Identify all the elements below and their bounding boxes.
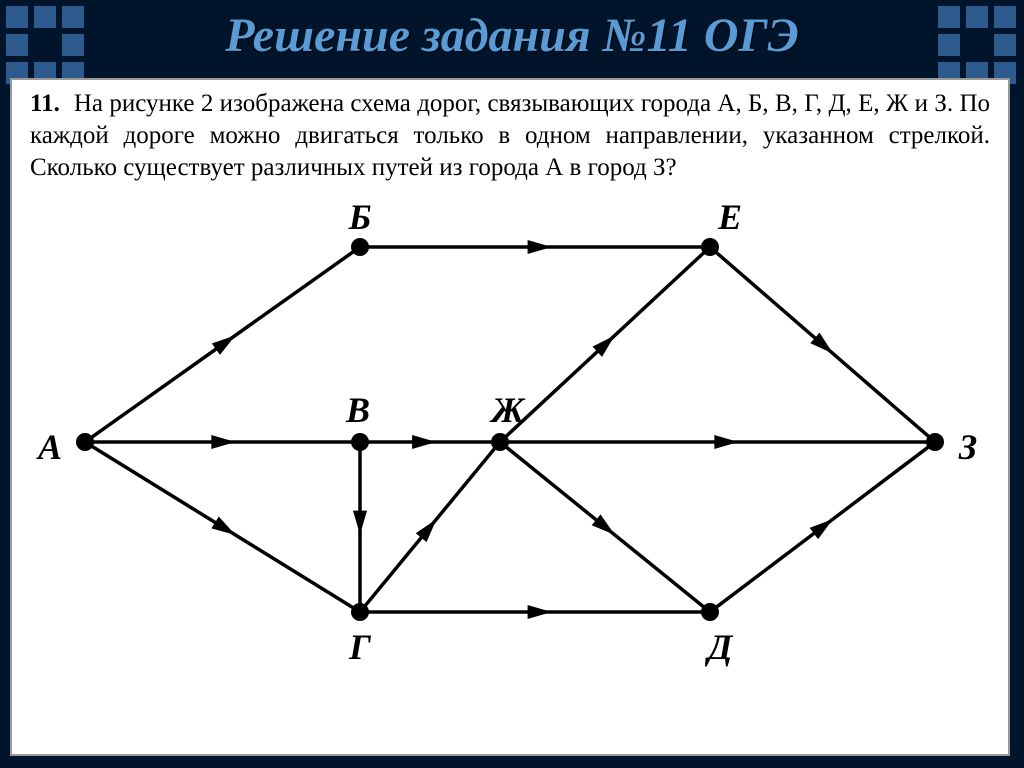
node-A	[76, 433, 94, 451]
arrowhead-icon	[528, 240, 552, 254]
node-label-Z: З	[959, 426, 977, 468]
node-E	[701, 238, 719, 256]
graph-diagram: А Б В Г Ж Е Д З	[30, 192, 990, 672]
node-G	[351, 603, 369, 621]
problem-number: 11.	[30, 90, 60, 117]
arrowhead-icon	[353, 511, 367, 535]
node-label-G: Г	[349, 626, 371, 668]
problem-text: 11.На рисунке 2 изображена схема дорог, …	[30, 88, 990, 184]
arrowhead-icon	[211, 516, 235, 535]
node-Zh	[491, 433, 509, 451]
node-label-E: Е	[718, 196, 742, 238]
problem-body: На рисунке 2 изображена схема дорог, свя…	[30, 90, 990, 181]
node-B	[351, 238, 369, 256]
node-label-D: Д	[708, 626, 733, 668]
arrowhead-icon	[412, 435, 436, 449]
node-label-B: Б	[349, 196, 372, 238]
slide-title: Решение задания №11 ОГЭ	[0, 8, 1024, 63]
node-V	[351, 433, 369, 451]
arrowhead-icon	[211, 435, 235, 449]
arrowhead-icon	[714, 435, 738, 449]
graph-svg	[30, 192, 990, 672]
arrowhead-icon	[528, 605, 552, 619]
node-Z	[926, 433, 944, 451]
content-panel: 11.На рисунке 2 изображена схема дорог, …	[10, 78, 1010, 756]
node-D	[701, 603, 719, 621]
arrowhead-icon	[212, 335, 236, 355]
node-label-Zh: Ж	[491, 389, 524, 431]
node-label-V: В	[346, 389, 370, 431]
node-label-A: А	[38, 426, 62, 468]
